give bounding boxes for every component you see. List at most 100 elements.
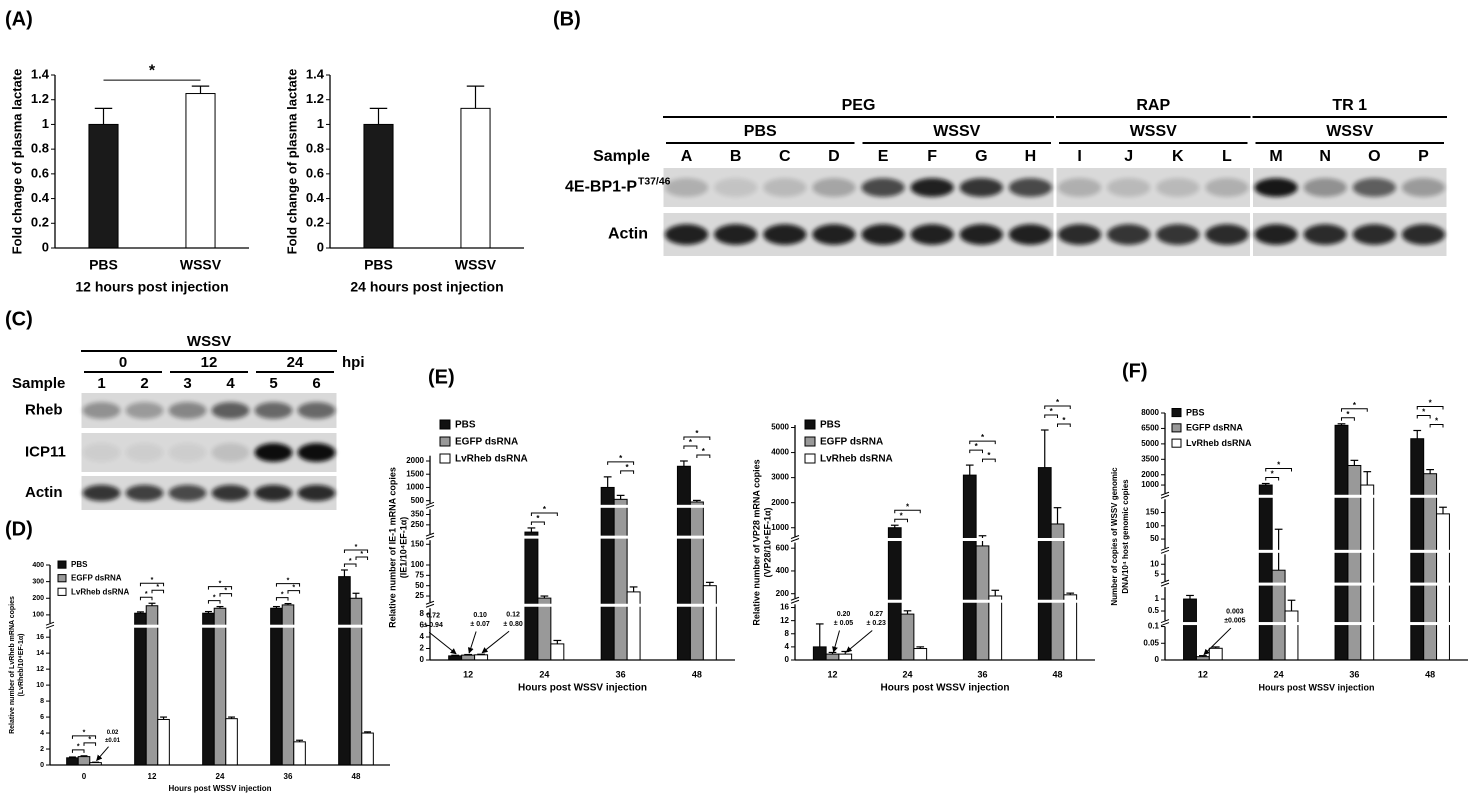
y-tick-label: 16 bbox=[780, 603, 789, 612]
significance-bracket bbox=[355, 556, 369, 560]
band bbox=[1303, 178, 1347, 197]
y-tick-label: 5000 bbox=[771, 423, 789, 432]
band bbox=[82, 443, 121, 462]
bar bbox=[550, 643, 565, 661]
y-tick-label: 6500 bbox=[1141, 424, 1159, 433]
bar bbox=[88, 123, 119, 249]
band bbox=[211, 443, 250, 462]
bar bbox=[1208, 647, 1223, 661]
axis-break-mark bbox=[425, 600, 435, 605]
significance-label: * bbox=[619, 454, 623, 463]
significance-bracket bbox=[894, 509, 921, 514]
axis-break-mark bbox=[790, 599, 800, 604]
significance-bracket bbox=[982, 458, 996, 463]
y-tick-label: 1.2 bbox=[306, 91, 324, 106]
lane-label: 4 bbox=[226, 375, 235, 392]
significance-bracket bbox=[894, 518, 908, 523]
axis-break-mark bbox=[425, 532, 435, 537]
significance-label: * bbox=[689, 438, 693, 447]
axis-break-mark bbox=[1160, 491, 1170, 496]
annotation: 0.27 bbox=[869, 611, 883, 618]
y-tick-label: 0 bbox=[42, 239, 49, 254]
significance-label: * bbox=[1346, 410, 1350, 419]
significance-bracket bbox=[1265, 477, 1280, 481]
y-tick-label: 100 bbox=[411, 560, 425, 569]
error-bar bbox=[1426, 469, 1434, 474]
lane-label: I bbox=[1077, 148, 1081, 165]
legend-swatch bbox=[439, 436, 451, 447]
lane-label: L bbox=[1222, 148, 1232, 165]
y-tick-label: 6 bbox=[420, 621, 425, 630]
legend-swatch bbox=[57, 587, 67, 596]
y-tick-label: 4 bbox=[785, 642, 790, 651]
x-axis-label: Hours post WSSV injection bbox=[1258, 682, 1374, 692]
bar bbox=[185, 93, 216, 249]
error-bar bbox=[272, 605, 280, 609]
significance-label: * bbox=[1435, 417, 1439, 426]
band bbox=[763, 178, 807, 197]
error-bar bbox=[815, 623, 824, 647]
annotation: 0.72 bbox=[426, 613, 440, 620]
axis-break-mark bbox=[1160, 582, 1170, 587]
annotation-arrow bbox=[96, 746, 109, 762]
band bbox=[1303, 224, 1347, 245]
legend-label: EGFP dsRNA bbox=[820, 437, 883, 448]
legend-label: EGFP dsRNA bbox=[1186, 423, 1243, 433]
band bbox=[1008, 178, 1053, 197]
y-tick-label: 150 bbox=[1146, 508, 1160, 517]
y-tick-label: 6 bbox=[40, 714, 44, 721]
group-label: RAP bbox=[1136, 97, 1170, 114]
significance-label: * bbox=[1353, 401, 1357, 410]
axis-break-mark bbox=[425, 603, 435, 608]
sample-label: Sample bbox=[12, 375, 65, 392]
x-tick-label: 36 bbox=[284, 772, 293, 781]
panel-label: (C) bbox=[5, 308, 33, 330]
bar bbox=[460, 107, 491, 249]
bar bbox=[988, 595, 1003, 661]
error-bar bbox=[603, 476, 612, 488]
band bbox=[812, 224, 856, 245]
bar bbox=[1037, 467, 1052, 661]
band bbox=[1156, 178, 1200, 197]
lane-label: J bbox=[1124, 148, 1133, 165]
y-axis-label: Number of copies of WSSV genomic bbox=[1110, 467, 1119, 606]
significance-label: * bbox=[536, 514, 540, 523]
subgroup-label: WSSV bbox=[1130, 123, 1177, 140]
bar bbox=[975, 545, 990, 661]
axis-break-mark bbox=[1160, 546, 1170, 551]
significance-bracket bbox=[83, 742, 97, 746]
bar bbox=[338, 576, 351, 766]
y-tick-label: 0 bbox=[785, 655, 790, 664]
bar bbox=[626, 591, 641, 661]
lane-label: E bbox=[878, 148, 889, 165]
y-tick-label: 100 bbox=[1146, 521, 1160, 530]
significance-bracket bbox=[219, 593, 233, 597]
y-tick-label: 4 bbox=[40, 730, 44, 737]
y-tick-label: 2000 bbox=[771, 498, 789, 507]
band bbox=[1205, 224, 1249, 245]
band bbox=[910, 224, 954, 245]
band bbox=[714, 224, 758, 245]
significance-bracket bbox=[275, 597, 289, 601]
annotation-arrow bbox=[428, 631, 457, 655]
band bbox=[211, 484, 250, 502]
group-label: TR 1 bbox=[1332, 97, 1367, 114]
band bbox=[1352, 224, 1396, 245]
bar bbox=[363, 123, 394, 249]
y-tick-label: 3500 bbox=[1141, 454, 1159, 463]
error-bar bbox=[1066, 592, 1075, 595]
significance-bracket bbox=[607, 461, 635, 465]
x-axis-label: Hours post WSSV injection bbox=[881, 683, 1010, 694]
error-bar bbox=[1261, 482, 1270, 486]
legend-label: EGFP dsRNA bbox=[455, 437, 518, 448]
significance-bracket bbox=[530, 521, 545, 525]
significance-bracket bbox=[530, 512, 558, 516]
significance-bracket bbox=[1416, 405, 1444, 410]
legend-label: PBS bbox=[820, 420, 841, 431]
band bbox=[82, 402, 121, 419]
panel-label: (B) bbox=[553, 8, 581, 30]
significance-label: * bbox=[1277, 461, 1281, 470]
axis-break-mark bbox=[425, 504, 435, 509]
